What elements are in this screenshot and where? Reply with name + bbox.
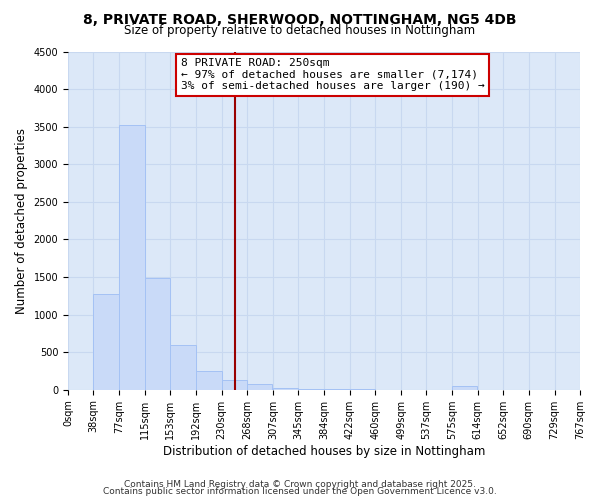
Bar: [452, 386, 477, 390]
Bar: [247, 384, 272, 390]
Text: Size of property relative to detached houses in Nottingham: Size of property relative to detached ho…: [124, 24, 476, 37]
Bar: [196, 372, 221, 390]
Bar: [119, 125, 145, 390]
Text: 8 PRIVATE ROAD: 250sqm
← 97% of detached houses are smaller (7,174)
3% of semi-d: 8 PRIVATE ROAD: 250sqm ← 97% of detached…: [181, 58, 484, 92]
Bar: [170, 344, 196, 390]
Text: 8, PRIVATE ROAD, SHERWOOD, NOTTINGHAM, NG5 4DB: 8, PRIVATE ROAD, SHERWOOD, NOTTINGHAM, N…: [83, 12, 517, 26]
Text: Contains public sector information licensed under the Open Government Licence v3: Contains public sector information licen…: [103, 487, 497, 496]
Bar: [298, 389, 323, 390]
Bar: [221, 380, 247, 390]
Bar: [273, 388, 298, 390]
Bar: [145, 278, 170, 390]
Y-axis label: Number of detached properties: Number of detached properties: [15, 128, 28, 314]
X-axis label: Distribution of detached houses by size in Nottingham: Distribution of detached houses by size …: [163, 444, 485, 458]
Text: Contains HM Land Registry data © Crown copyright and database right 2025.: Contains HM Land Registry data © Crown c…: [124, 480, 476, 489]
Bar: [94, 294, 119, 390]
